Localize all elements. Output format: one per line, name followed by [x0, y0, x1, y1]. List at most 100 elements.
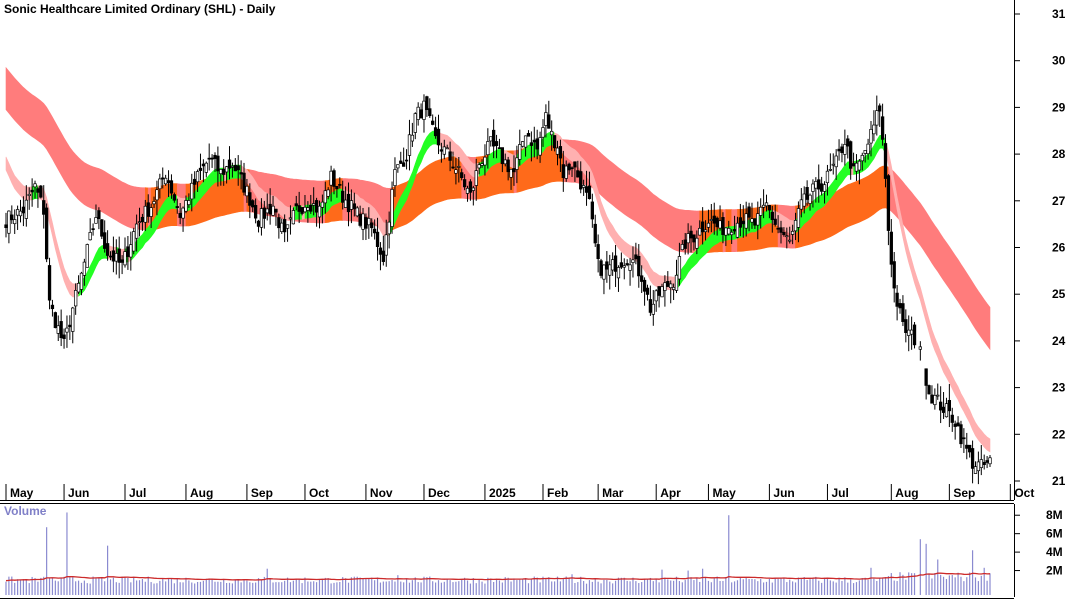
price-bar-body — [698, 227, 702, 236]
price-bar-body — [47, 265, 52, 301]
price-bar-body — [468, 181, 473, 193]
price-bar-body — [332, 170, 336, 187]
price-bar-body — [692, 234, 696, 243]
price-bar-body — [930, 394, 934, 404]
price-bar-body — [616, 267, 621, 279]
price-bar-body — [314, 200, 319, 213]
price-bar-body — [866, 143, 870, 155]
price-bar-body — [886, 175, 891, 231]
price-bar-body — [239, 172, 243, 175]
price-bar-body — [198, 167, 203, 171]
price-bar-body — [512, 168, 516, 173]
price-bar-body — [172, 194, 177, 201]
price-bar-body — [306, 207, 310, 211]
price-bar-body — [924, 368, 928, 386]
price-bar-body — [320, 201, 325, 208]
price-bar-body — [242, 172, 246, 193]
price-bar-body — [149, 207, 153, 217]
price-bar-body — [384, 234, 388, 256]
price-bar-body — [166, 180, 171, 184]
price-bar-body — [843, 144, 847, 155]
price-bar-body — [590, 201, 594, 220]
price-bar-body — [968, 444, 972, 453]
month-label: Sep — [953, 486, 975, 500]
price-bar-body — [82, 261, 87, 276]
price-bar-body — [94, 217, 98, 224]
price-bar-body — [236, 165, 240, 171]
price-panel — [4, 66, 992, 485]
price-bar-body — [822, 184, 827, 192]
price-bar-body — [793, 220, 798, 232]
price-bar-body — [640, 275, 644, 282]
price-bar-body — [782, 231, 786, 236]
month-label: Jun — [773, 486, 794, 500]
price-bar-body — [840, 146, 844, 154]
price-bar-body — [439, 149, 444, 152]
price-bar-body — [944, 403, 949, 418]
price-bar-body — [709, 219, 713, 221]
price-bar-body — [756, 213, 760, 226]
price-bar-body — [703, 229, 708, 233]
price-bar-body — [706, 222, 711, 228]
price-bar-body — [326, 189, 330, 197]
price-bar-body — [195, 171, 200, 183]
price-bar-body — [341, 190, 345, 203]
price-bar-body — [259, 208, 264, 228]
price-bar-body — [587, 185, 592, 200]
price-bar-body — [988, 457, 992, 465]
price-bar-body — [410, 134, 415, 142]
volume-tick-label: 6M — [1046, 527, 1063, 541]
price-bar-body — [962, 437, 966, 440]
month-label: Nov — [370, 486, 393, 500]
price-bar-body — [74, 290, 78, 307]
price-bar-body — [564, 165, 568, 179]
price-bar-body — [68, 324, 72, 328]
price-bar-body — [727, 228, 731, 235]
price-bar-body — [224, 166, 229, 173]
price-bar-body — [547, 114, 551, 129]
price-bar-body — [976, 461, 981, 472]
price-bar-body — [819, 183, 824, 192]
price-bar-body — [42, 200, 46, 215]
volume-tick-label: 2M — [1046, 564, 1063, 578]
month-label: Jun — [68, 486, 89, 500]
price-bar-body — [982, 461, 986, 466]
price-bar-body — [268, 203, 272, 215]
price-bar-body — [100, 219, 104, 237]
price-bar-body — [222, 168, 226, 175]
price-bar-body — [805, 187, 809, 200]
price-bar-body — [898, 303, 902, 309]
price-bar-body — [251, 200, 255, 208]
price-bar-body — [721, 217, 725, 235]
price-bar-body — [828, 169, 833, 171]
price-bar-body — [175, 206, 179, 208]
price-bar-body — [936, 394, 940, 397]
price-bar-body — [602, 264, 606, 280]
price-bar-body — [297, 205, 301, 212]
price-bar-body — [193, 178, 197, 185]
price-tick-label: 30 — [1052, 54, 1066, 68]
price-bar-body — [506, 159, 510, 173]
price-bar-body — [901, 303, 905, 322]
price-bar-body — [750, 218, 754, 223]
short-ma-band-segment — [885, 139, 991, 453]
price-bar-body — [413, 113, 417, 133]
volume-average-line — [5, 572, 991, 582]
price-bar-body — [7, 210, 11, 234]
price-bar-body — [526, 133, 531, 137]
price-bar-body — [608, 264, 612, 276]
price-bar-body — [433, 127, 438, 137]
price-bar-body — [927, 385, 931, 395]
price-bar-body — [808, 194, 812, 204]
price-bar-body — [497, 147, 502, 149]
price-bar-body — [979, 459, 983, 468]
price-bar-body — [529, 142, 534, 146]
month-label: Jul — [831, 486, 848, 500]
price-bar-body — [422, 100, 426, 120]
price-bar-body — [515, 157, 519, 170]
price-bar-body — [114, 253, 118, 262]
price-bar-body — [892, 261, 896, 289]
price-bar-body — [849, 141, 853, 169]
price-bar-body — [402, 162, 406, 167]
price-bar-body — [103, 232, 107, 249]
